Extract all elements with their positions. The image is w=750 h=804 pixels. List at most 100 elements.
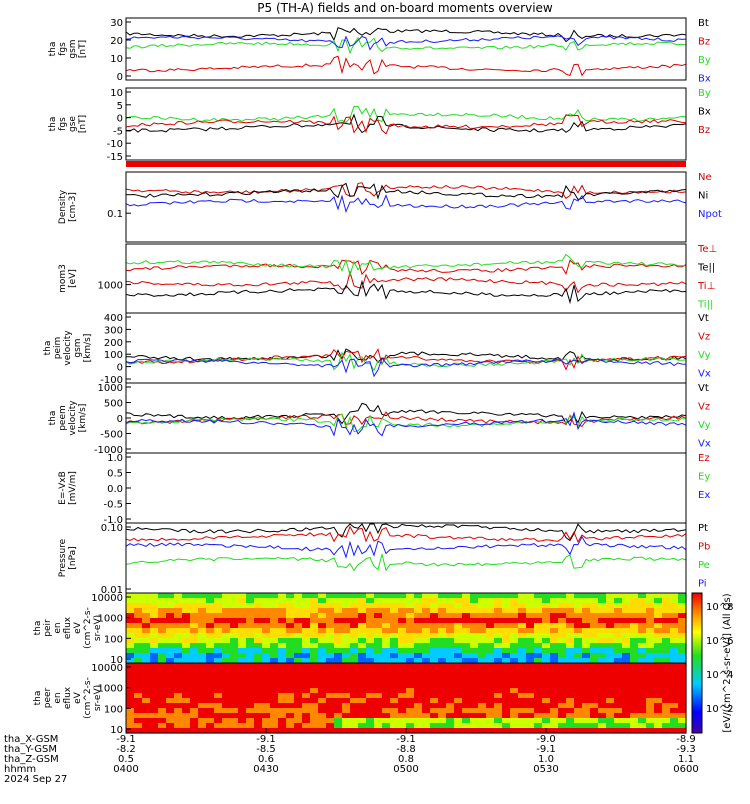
heatmap-cell <box>382 728 391 734</box>
heatmap-cell <box>670 678 679 684</box>
heatmap-cell <box>222 728 231 734</box>
heatmap-cell <box>662 718 671 724</box>
heatmap-cell <box>414 698 423 704</box>
heatmap-cell <box>454 683 463 689</box>
heatmap-cell <box>174 678 183 684</box>
heatmap-cell <box>574 663 583 669</box>
heatmap-cell <box>342 603 351 609</box>
heatmap-cell <box>350 688 359 694</box>
heatmap-cell <box>398 593 407 599</box>
heatmap-cell <box>550 693 559 699</box>
heatmap-cell <box>534 593 543 599</box>
heatmap-cell <box>614 688 623 694</box>
heatmap-cell <box>574 708 583 714</box>
heatmap-cell <box>662 723 671 729</box>
heatmap-cell <box>270 673 279 679</box>
heatmap-cell <box>518 593 527 599</box>
heatmap-cell <box>254 628 263 634</box>
legend-label: By <box>698 55 711 66</box>
heatmap-cell <box>350 698 359 704</box>
heatmap-cell <box>558 678 567 684</box>
heatmap-cell <box>206 728 215 734</box>
heatmap-cell <box>150 668 159 674</box>
heatmap-cell <box>526 703 535 709</box>
heatmap-cell <box>126 638 135 644</box>
heatmap-cell <box>494 648 503 654</box>
heatmap-cell <box>294 603 303 609</box>
heatmap-cell <box>590 693 599 699</box>
heatmap-cell <box>382 613 391 619</box>
heatmap-cell <box>574 698 583 704</box>
heatmap-cell <box>270 598 279 604</box>
heatmap-cell <box>326 643 335 649</box>
heatmap-cell <box>302 703 311 709</box>
heatmap-cell <box>574 623 583 629</box>
heatmap-cell <box>350 728 359 734</box>
heatmap-cell <box>454 668 463 674</box>
heatmap-cell <box>198 658 207 664</box>
heatmap-cell <box>414 648 423 654</box>
heatmap-cell <box>646 618 655 624</box>
heatmap-cell <box>598 698 607 704</box>
heatmap-cell <box>182 663 191 669</box>
heatmap-cell <box>294 598 303 604</box>
heatmap-cell <box>430 688 439 694</box>
heatmap-cell <box>430 623 439 629</box>
heatmap-cell <box>582 703 591 709</box>
heatmap-cell <box>534 683 543 689</box>
heatmap-cell <box>382 628 391 634</box>
heatmap-cell <box>262 658 271 664</box>
heatmap-cell <box>438 593 447 599</box>
heatmap-cell <box>422 638 431 644</box>
heatmap-cell <box>214 653 223 659</box>
heatmap-cell <box>398 678 407 684</box>
heatmap-cell <box>462 643 471 649</box>
heatmap-cell <box>390 728 399 734</box>
heatmap-cell <box>550 683 559 689</box>
heatmap-cell <box>470 668 479 674</box>
heatmap-cell <box>446 678 455 684</box>
heatmap-cell <box>278 708 287 714</box>
heatmap-cell <box>678 653 687 659</box>
heatmap-cell <box>262 593 271 599</box>
heatmap-cell <box>230 618 239 624</box>
heatmap-cell <box>414 608 423 614</box>
heatmap-cell <box>246 623 255 629</box>
heatmap-cell <box>598 668 607 674</box>
heatmap-cell <box>166 693 175 699</box>
heatmap-cell <box>622 708 631 714</box>
heatmap-cell <box>510 628 519 634</box>
heatmap-cell <box>510 593 519 599</box>
heatmap-cell <box>430 718 439 724</box>
heatmap-cell <box>662 633 671 639</box>
heatmap-cell <box>574 653 583 659</box>
heatmap-cell <box>406 688 415 694</box>
heatmap-cell <box>574 688 583 694</box>
heatmap-cell <box>222 608 231 614</box>
heatmap-cell <box>358 668 367 674</box>
heatmap-cell <box>150 708 159 714</box>
heatmap-cell <box>326 628 335 634</box>
heatmap-cell <box>462 728 471 734</box>
heatmap-cell <box>142 608 151 614</box>
heatmap-cell <box>358 633 367 639</box>
heatmap-cell <box>502 693 511 699</box>
heatmap-cell <box>438 658 447 664</box>
heatmap-cell <box>678 703 687 709</box>
heatmap-cell <box>422 623 431 629</box>
heatmap-cell <box>574 703 583 709</box>
heatmap-cell <box>278 673 287 679</box>
heatmap-cell <box>606 673 615 679</box>
colorbar-scale <box>691 592 703 734</box>
y-axis-label: (cm^2-s- <box>83 677 93 719</box>
heatmap-cell <box>678 718 687 724</box>
heatmap-cell <box>614 648 623 654</box>
heatmap-cell <box>406 718 415 724</box>
heatmap-cell <box>190 593 199 599</box>
heatmap-cell <box>582 658 591 664</box>
heatmap-cell <box>446 653 455 659</box>
heatmap-cell <box>166 663 175 669</box>
heatmap-cell <box>662 623 671 629</box>
heatmap-cell <box>206 673 215 679</box>
